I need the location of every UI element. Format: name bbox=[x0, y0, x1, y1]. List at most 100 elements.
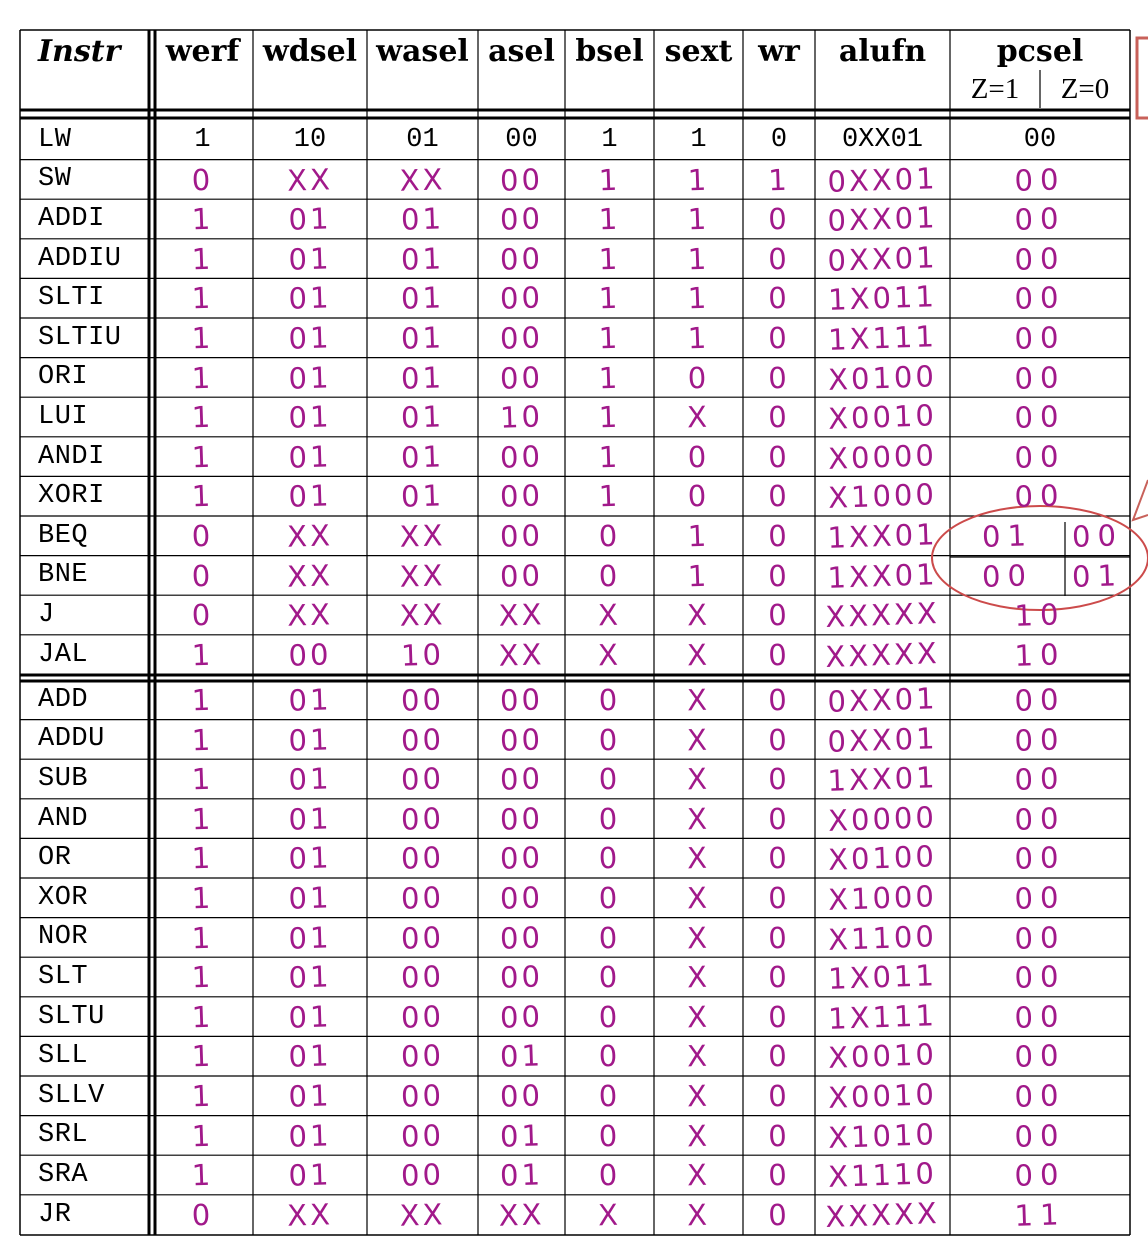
bsel-value: 0 bbox=[598, 920, 621, 955]
asel-value: 00 bbox=[499, 240, 544, 277]
bsel-value: 0 bbox=[598, 959, 621, 995]
wasel-value: 00 bbox=[400, 761, 445, 797]
header-alufn: alufn bbox=[838, 34, 927, 69]
werf-value: 1 bbox=[191, 999, 214, 1034]
bsel-value: 0 bbox=[598, 1078, 621, 1114]
werf-value: 1 bbox=[191, 761, 214, 797]
bsel-value: 1 bbox=[598, 478, 621, 514]
alufn-value: X1000 bbox=[827, 878, 938, 917]
wdsel-value: 01 bbox=[287, 840, 333, 876]
pcsel-value: 00 bbox=[1013, 721, 1067, 758]
sext-value: X bbox=[686, 959, 711, 995]
pcsel-value: 00 bbox=[1013, 1157, 1067, 1193]
werf-value: 1 bbox=[191, 1118, 214, 1153]
wasel-value: 00 bbox=[400, 721, 445, 758]
sext-value: 1 bbox=[687, 558, 710, 593]
sext-value: X bbox=[686, 1197, 711, 1232]
instr-label: ADDIU bbox=[38, 243, 122, 274]
sext-value: X bbox=[686, 597, 711, 633]
asel-value: 00 bbox=[499, 161, 544, 198]
wdsel-value: 01 bbox=[287, 800, 333, 837]
sext-value: X bbox=[686, 1157, 711, 1193]
asel-value: 00 bbox=[499, 557, 544, 594]
header-sext: sext bbox=[664, 34, 733, 69]
bsel-value: 0 bbox=[598, 682, 621, 718]
wr-value: 0 bbox=[767, 637, 791, 672]
instr-label: J bbox=[38, 599, 55, 630]
pcsel-z1-value: 00 bbox=[981, 557, 1034, 594]
asel-value: 10 bbox=[499, 399, 544, 435]
wdsel-value: XX bbox=[286, 597, 334, 633]
header-wr: wr bbox=[758, 34, 800, 69]
asel-value: 00 bbox=[499, 998, 544, 1035]
pcsel-value: 00 bbox=[1013, 1077, 1067, 1114]
asel-value: XX bbox=[498, 1196, 545, 1233]
alufn-value: 1XX01 bbox=[826, 760, 939, 798]
wasel-value: XX bbox=[399, 597, 446, 633]
sext-value: 1 bbox=[687, 201, 710, 237]
asel-value: 00 bbox=[499, 919, 544, 956]
sext-value: X bbox=[686, 1078, 711, 1114]
wdsel-value: XX bbox=[286, 161, 334, 198]
instr-label: ADDU bbox=[38, 724, 105, 755]
bsel-value: 0 bbox=[598, 761, 621, 797]
werf-value: 1 bbox=[191, 682, 214, 718]
alufn-value: 0XX01 bbox=[826, 160, 939, 199]
pcsel-value: 00 bbox=[1013, 1038, 1067, 1075]
werf-value: 0 bbox=[191, 597, 214, 633]
sext-value: X bbox=[686, 1038, 711, 1074]
alufn-value: X0010 bbox=[827, 1037, 938, 1076]
werf-value: 1 bbox=[191, 722, 214, 757]
wasel-value: 00 bbox=[400, 1157, 445, 1193]
pcsel-value: 00 bbox=[1013, 240, 1067, 277]
bsel-value: 0 bbox=[598, 1038, 621, 1074]
alufn-value: XXXXX bbox=[824, 595, 941, 634]
wr-value: 0 bbox=[767, 241, 791, 276]
pcsel-value: 00 bbox=[1013, 399, 1067, 435]
instr-label: ADD bbox=[38, 684, 89, 715]
werf-value: 1 bbox=[191, 1157, 214, 1193]
wr-value: 0 bbox=[767, 360, 791, 395]
wasel-value: 10 bbox=[400, 636, 445, 673]
werf-value: 0 bbox=[191, 558, 214, 593]
bsel-value: 0 bbox=[598, 518, 621, 554]
sext-value: X bbox=[686, 637, 711, 672]
alufn-value: 0XX01 bbox=[841, 124, 923, 155]
pcsel-value: 00 bbox=[1013, 840, 1067, 877]
wr-value: 0 bbox=[767, 280, 791, 316]
bsel-value: 1 bbox=[598, 360, 621, 395]
asel-value: 00 bbox=[499, 682, 544, 718]
wdsel-value: 01 bbox=[287, 919, 333, 956]
instr-label: SRA bbox=[38, 1159, 89, 1190]
alufn-value: X1010 bbox=[827, 1116, 938, 1155]
asel-value: XX bbox=[498, 636, 545, 673]
sext-value: 1 bbox=[690, 124, 707, 155]
header-wasel: wasel bbox=[376, 34, 469, 69]
wdsel-value: 01 bbox=[287, 1078, 333, 1114]
wdsel-value: 01 bbox=[287, 280, 333, 316]
wdsel-value: 01 bbox=[287, 399, 333, 435]
alufn-value: 0XX01 bbox=[826, 720, 939, 759]
bsel-value: 0 bbox=[598, 840, 621, 876]
wasel-value: 00 bbox=[400, 800, 445, 837]
wdsel-value: 01 bbox=[287, 1117, 333, 1154]
wdsel-value: 01 bbox=[287, 682, 333, 718]
annotation-circle bbox=[931, 505, 1148, 611]
pcsel-value: 00 bbox=[1013, 359, 1067, 396]
asel-value: 01 bbox=[499, 1038, 544, 1074]
header-instr: Instr bbox=[38, 34, 121, 69]
alufn-value: 0XX01 bbox=[826, 680, 939, 719]
instr-label: NOR bbox=[38, 922, 89, 953]
asel-value: 00 bbox=[499, 721, 544, 758]
bsel-value: 1 bbox=[598, 241, 621, 276]
wr-value: 1 bbox=[767, 162, 791, 197]
header-bsel: bsel bbox=[575, 34, 644, 69]
pcsel-value: 10 bbox=[1013, 597, 1067, 633]
alufn-value: XXXXX bbox=[824, 635, 941, 674]
wr-value: 0 bbox=[767, 518, 791, 554]
wasel-value: 01 bbox=[400, 359, 445, 396]
instr-label: SLLV bbox=[38, 1080, 105, 1111]
bsel-value: 1 bbox=[598, 201, 621, 237]
pcsel-z0-value: 01 bbox=[1071, 557, 1124, 594]
alufn-value: X0100 bbox=[827, 358, 938, 397]
